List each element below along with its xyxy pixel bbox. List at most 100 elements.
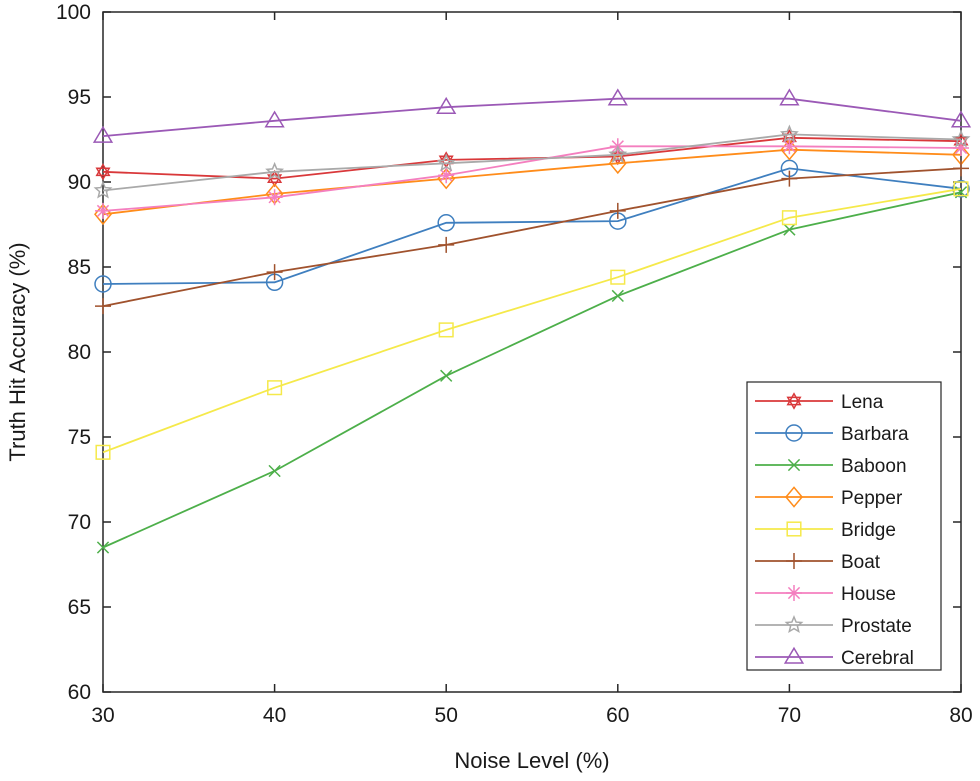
series-bridge xyxy=(95,181,969,460)
legend-item-pepper: Pepper xyxy=(755,486,903,509)
star-marker xyxy=(265,161,285,180)
asterisk-marker xyxy=(786,585,802,601)
hexagram-marker xyxy=(786,392,802,406)
star-marker xyxy=(784,615,804,634)
x-tick-label: 40 xyxy=(263,704,286,727)
legend-box xyxy=(746,381,942,671)
x-marker xyxy=(268,464,281,478)
asterisk-marker xyxy=(95,202,111,219)
hexagram-marker xyxy=(95,163,111,177)
circle-marker xyxy=(94,275,112,293)
series-line xyxy=(102,97,962,137)
y-tick-label: 70 xyxy=(68,511,91,534)
square-marker xyxy=(438,322,454,338)
square-marker xyxy=(953,181,969,197)
y-tick-label: 75 xyxy=(68,426,91,449)
x-marker xyxy=(787,458,801,472)
legend-label: Pepper xyxy=(841,488,903,509)
circle-marker xyxy=(952,180,970,198)
x-tick-label: 70 xyxy=(778,704,801,727)
square-marker xyxy=(267,380,283,396)
triangle-marker xyxy=(607,88,628,106)
x-tick-label: 30 xyxy=(91,704,114,727)
series-line xyxy=(102,133,962,192)
circle-marker xyxy=(437,214,455,232)
series-line xyxy=(102,167,962,307)
series-pepper xyxy=(94,138,970,226)
legend-label: Lena xyxy=(841,392,884,413)
star-marker xyxy=(608,144,628,163)
legend-label: House xyxy=(841,584,896,605)
axes: 60 65 70 75 80 85 90 95 100 30 40 50 60 70 80 xyxy=(56,1,973,727)
legend-item-bridge: Bridge xyxy=(755,520,896,541)
legend: Lena Barbara Baboon Pepper Bridge Boat House Pr… xyxy=(746,381,942,671)
series-line xyxy=(102,167,962,285)
square-marker xyxy=(95,444,111,460)
series-line xyxy=(102,187,962,454)
triangle-marker xyxy=(436,96,457,114)
triangle-marker xyxy=(783,646,805,664)
hexagram-marker xyxy=(953,136,969,150)
triangle-marker xyxy=(264,110,285,128)
star-marker xyxy=(93,180,113,199)
asterisk-marker xyxy=(781,138,798,155)
legend-item-baboon: Baboon xyxy=(755,456,907,477)
x-marker xyxy=(440,369,453,382)
asterisk-marker xyxy=(953,140,969,156)
series-boat xyxy=(95,160,969,315)
legend-item-lena: Lena xyxy=(755,392,884,413)
series-cerebral xyxy=(92,88,972,143)
legend-item-house: House xyxy=(755,584,896,605)
series-line xyxy=(102,148,962,216)
asterisk-marker xyxy=(438,167,455,184)
square-marker xyxy=(781,210,797,226)
star-marker xyxy=(436,153,456,172)
series-layer xyxy=(92,88,972,554)
plus-marker xyxy=(95,298,111,315)
series-line xyxy=(102,191,962,549)
hexagram-marker xyxy=(786,396,802,410)
x-tick-label: 50 xyxy=(435,704,458,727)
x-tick-label: 80 xyxy=(949,704,972,727)
x-marker xyxy=(611,289,624,303)
plus-marker xyxy=(786,553,802,569)
square-marker xyxy=(610,269,626,285)
triangle-marker xyxy=(779,88,800,106)
y-tick-label: 95 xyxy=(68,86,91,109)
plus-marker xyxy=(266,264,283,281)
legend-item-prostate: Prostate xyxy=(755,615,912,637)
y-tick-label: 90 xyxy=(68,171,91,194)
triangle-marker xyxy=(92,125,114,143)
plus-marker xyxy=(438,236,455,253)
y-tick-label: 60 xyxy=(68,681,91,704)
legend-label: Prostate xyxy=(841,616,912,637)
legend-label: Boat xyxy=(841,552,881,573)
legend-label: Baboon xyxy=(841,456,907,477)
star-marker xyxy=(779,124,799,143)
x-marker xyxy=(96,541,110,554)
legend-item-cerebral: Cerebral xyxy=(755,646,914,669)
diamond-marker xyxy=(785,486,803,508)
legend-label: Barbara xyxy=(841,424,909,445)
star-marker xyxy=(951,129,971,148)
plus-marker xyxy=(953,160,969,177)
plus-marker xyxy=(781,170,798,187)
x-marker xyxy=(783,223,796,236)
series-baboon xyxy=(96,186,968,554)
legend-label: Bridge xyxy=(841,520,896,541)
y-tick-label: 65 xyxy=(68,596,91,619)
x-tick-label: 60 xyxy=(606,704,629,727)
diamond-marker xyxy=(608,152,627,175)
circle-marker xyxy=(785,424,803,442)
legend-item-barbara: Barbara xyxy=(755,424,909,445)
y-tick-label: 80 xyxy=(68,341,91,364)
series-barbara xyxy=(94,159,970,293)
hexagram-marker xyxy=(95,167,111,181)
asterisk-marker xyxy=(266,189,283,206)
legend-item-boat: Boat xyxy=(755,552,881,573)
square-marker xyxy=(786,521,802,537)
series-line xyxy=(102,145,962,212)
series-prostate xyxy=(93,124,971,199)
y-axis-label: Truth Hit Accuracy (%) xyxy=(5,242,30,461)
legend-label: Cerebral xyxy=(841,648,914,669)
